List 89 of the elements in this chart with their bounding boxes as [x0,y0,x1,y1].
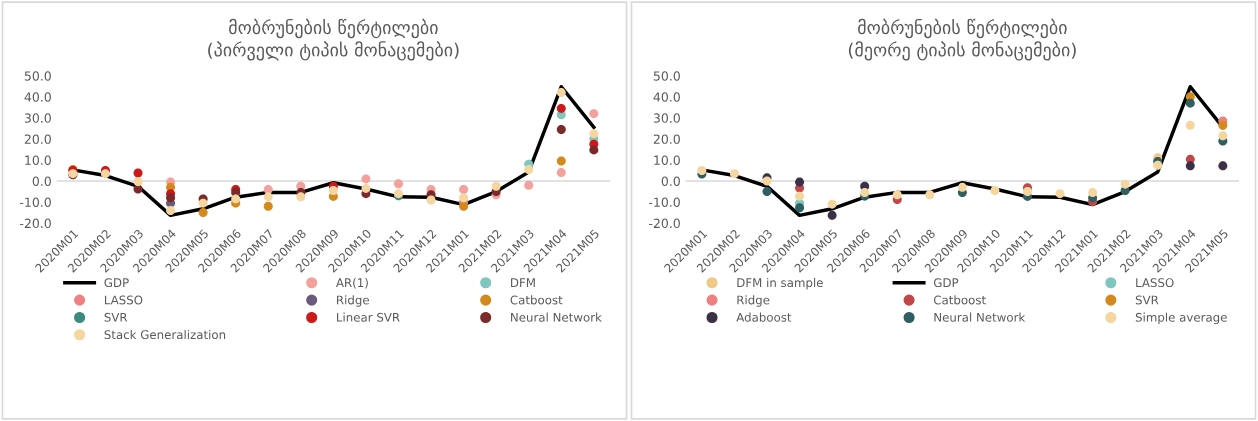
point [556,103,566,113]
y-tick-label: -10.0 [20,197,51,208]
point [198,208,208,218]
legend-label: Catboost [510,295,563,305]
y-tick-label: 10.0 [654,155,680,165]
point [133,168,143,178]
y-tick-label: -10.0 [649,197,680,208]
y-tick-label: -20.0 [649,218,680,229]
legend-label: GDP [104,278,129,288]
point [589,129,599,139]
y-tick-label: 10.0 [25,155,51,165]
point [925,190,935,200]
y-tick-label: 50.0 [653,71,680,81]
point [1055,189,1065,199]
legend-label: LASSO [1136,278,1174,288]
point [795,191,805,201]
point [1022,187,1032,197]
legend-label: Adaboost [736,312,792,322]
point [1153,160,1163,170]
legend-label: Simple average [1135,312,1227,325]
y-tick-label: 0.0 [32,176,51,186]
point [133,177,143,187]
point [491,181,501,191]
y-tick-label: 40.0 [653,92,680,102]
point [827,210,837,220]
legend-label: Ridge [337,295,369,307]
point [556,88,566,98]
legend-label: DFM [511,278,535,287]
point [459,201,469,211]
point [1088,188,1098,198]
legend-label: LASSO [104,295,143,305]
point [263,201,273,211]
point [426,195,436,205]
legend-label: Linear SVR [337,312,400,322]
point [231,194,241,204]
point [1120,179,1130,189]
point [795,177,805,187]
point [296,192,306,202]
legend-label: SVR [104,312,128,322]
point [589,145,599,155]
legend-label: Stack Generalization [104,329,226,340]
legend-label: DFM in sample [737,277,823,290]
point [556,124,566,134]
point [393,179,403,189]
y-tick-label: 20.0 [653,134,680,144]
point [1218,131,1228,141]
legend-label: Neural Network [511,312,602,322]
y-tick-label: -20.0 [20,218,51,229]
legend-label: GDP [933,278,959,288]
y-tick-label: 30.0 [653,113,680,123]
point [263,184,273,194]
point [762,187,772,197]
point [827,199,837,209]
y-tick-label: 40.0 [24,92,51,102]
point [589,109,599,119]
legend-label: Neural Network [934,312,1026,322]
point [361,174,371,184]
legend-label: AR(1) [335,277,368,289]
point [524,164,534,174]
point [524,180,534,190]
point [459,184,469,194]
chart-title: მობრუნების წერტილები (მეორე ტიპის მონაცემები) [848,18,1076,61]
y-tick-label: 30.0 [24,113,51,123]
y-tick-label: 50.0 [24,71,51,81]
point [556,168,566,178]
point [328,186,338,195]
point [166,206,176,215]
point [892,190,902,200]
point [361,183,371,193]
point [990,186,1000,195]
point [1218,120,1228,130]
point [795,203,805,213]
point [729,169,739,179]
point [166,193,176,203]
legend-label: SVR [1135,295,1159,305]
y-tick-label: 20.0 [24,134,51,144]
point [459,193,469,203]
point [198,198,208,208]
point [1185,98,1195,108]
y-tick-label: 0.0 [661,176,680,186]
point [1218,161,1228,171]
legend-label: Ridge [737,295,770,307]
point [1185,161,1195,171]
legend-label: Catboost [933,295,986,305]
chart-title: მობრუნების წერტილები (პირველი ტიპის მონაცემები) [208,18,459,61]
point [1185,120,1195,130]
point [556,156,566,166]
point [957,182,967,192]
point [263,192,273,202]
